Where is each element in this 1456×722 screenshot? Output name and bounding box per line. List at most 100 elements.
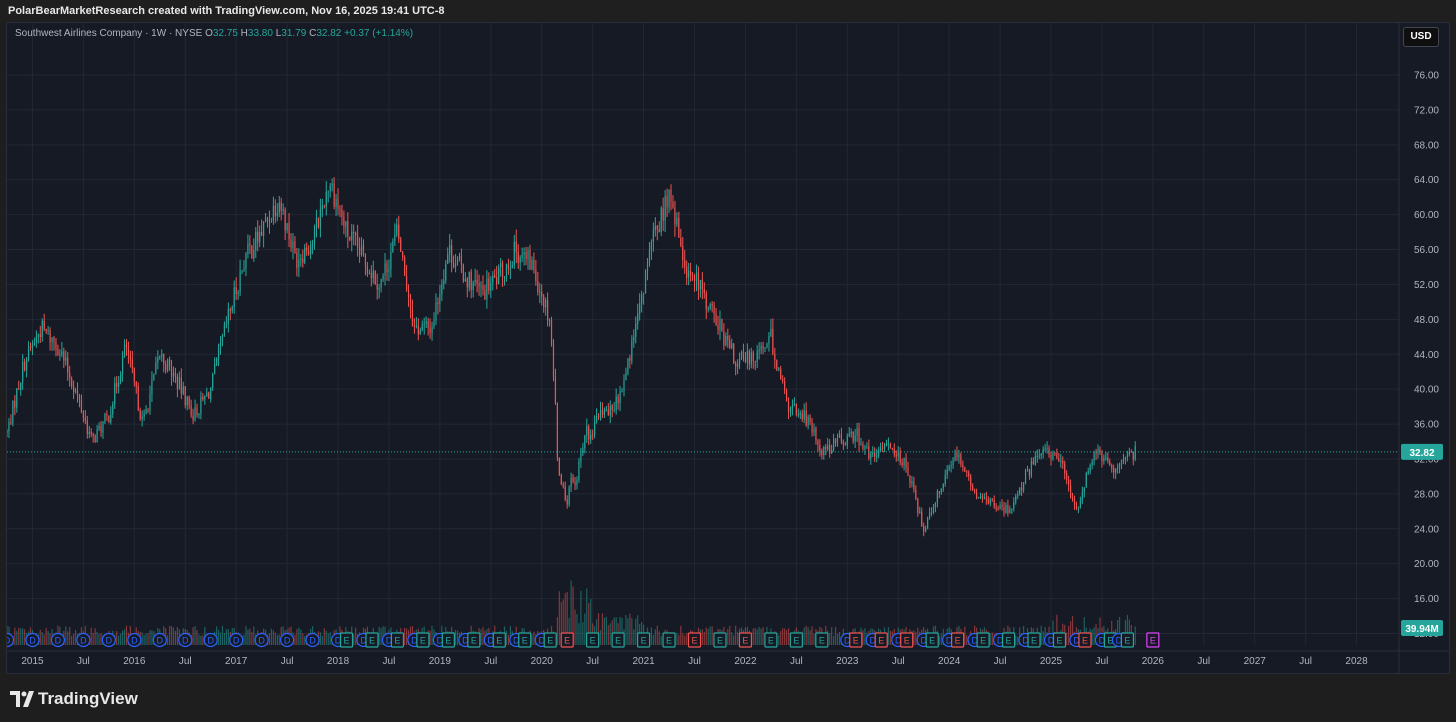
chart-pane[interactable]: DDDDDDDDDDDDDDEDEDEDEDEDEDEDEDEEEEEEEEEE… (6, 22, 1450, 674)
candle-body (90, 431, 92, 434)
candle-body (925, 528, 927, 532)
candle-body (229, 308, 231, 311)
candle-body (186, 396, 188, 406)
candle-body (470, 271, 472, 290)
candle-body (1122, 459, 1125, 461)
candle-body (766, 343, 768, 348)
volume-bar (586, 588, 588, 645)
volume-bar (14, 627, 16, 645)
candle-body (1005, 504, 1007, 513)
candle-body (494, 275, 496, 278)
dividend-marker (254, 632, 269, 648)
volume-bar (1042, 631, 1044, 645)
volume-bar (300, 629, 302, 645)
volume-bar (118, 635, 120, 645)
price-tick-label: 36.00 (1414, 420, 1439, 431)
candle-body (447, 254, 449, 264)
candle-body (719, 318, 721, 330)
candle-body (394, 234, 396, 242)
candle-body (486, 278, 488, 300)
volume-bar (1091, 629, 1093, 645)
candle-body (746, 351, 748, 362)
earnings-marker-label: E (420, 636, 426, 646)
candle-body (697, 272, 700, 290)
dividend-marker (178, 632, 193, 648)
volume-bar (578, 623, 580, 645)
high-label: H (240, 28, 248, 39)
candle-body (1050, 454, 1052, 460)
candle-body (852, 431, 854, 442)
candle-body (80, 400, 83, 413)
candle-body (713, 305, 715, 314)
candle-body (793, 404, 796, 406)
volume-bar (590, 598, 592, 645)
candle-body (893, 448, 895, 455)
volume-bar (174, 630, 177, 645)
candle-body (831, 449, 833, 454)
earnings-marker-label: E (445, 636, 451, 646)
volume-bar (507, 634, 510, 645)
volume-bar (223, 632, 226, 645)
volume-bar (754, 628, 756, 645)
candle-body (452, 263, 455, 267)
volume-bar (831, 627, 833, 645)
volume-bar (1052, 620, 1054, 645)
volume-bar (1066, 632, 1068, 645)
candle-body (1021, 487, 1023, 491)
price-chart[interactable]: DDDDDDDDDDDDDDEDEDEDEDEDEDEDEDEEEEEEEEEE… (7, 23, 1449, 673)
candle-body (991, 499, 993, 501)
candle-body (648, 249, 651, 263)
candle-body (742, 351, 745, 359)
time-tick-label: Jul (790, 656, 803, 667)
volume-bar (782, 628, 784, 645)
candle-body (458, 256, 461, 259)
volume-bar (405, 628, 408, 645)
candle-body (879, 447, 882, 451)
candle-body (611, 405, 613, 410)
time-tick-label: 2020 (531, 656, 554, 667)
candle-body (1036, 456, 1038, 458)
candle-body (20, 382, 22, 390)
time-tick-label: 2026 (1142, 656, 1165, 667)
earnings-marker-label: E (1082, 636, 1088, 646)
currency-button[interactable]: USD (1403, 27, 1439, 47)
earnings-marker-label: E (1150, 636, 1156, 646)
volume-bar (16, 631, 18, 645)
chart-grid (7, 23, 1399, 645)
candle-body (737, 363, 739, 367)
candle-body (368, 273, 370, 275)
candle-body (396, 224, 398, 235)
tradingview-logo[interactable]: TradingView (10, 688, 138, 710)
candle-body (1111, 464, 1113, 469)
candle-body (750, 352, 752, 365)
dividend-marker-label: D (895, 636, 902, 646)
time-tick-label: 2027 (1244, 656, 1267, 667)
candle-body (1054, 452, 1056, 454)
candle-body (233, 287, 235, 307)
candle-body (116, 383, 118, 387)
candle-body (599, 409, 602, 418)
candle-body (270, 220, 273, 222)
candle-body (231, 306, 233, 311)
candle-body (1113, 468, 1115, 473)
price-tick-label: 28.00 (1414, 489, 1439, 500)
candle-body (960, 454, 962, 465)
candle-body (780, 368, 782, 379)
candle-body (327, 191, 329, 193)
candle-body (71, 378, 73, 387)
candle-body (184, 386, 186, 406)
symbol-legend: Southwest Airlines Company · 1W · NYSE O… (15, 28, 413, 39)
axes: 76.00 72.00 68.00 64.00 60.00 56.00 52.00 48.00… (7, 23, 1449, 673)
earnings-marker (1001, 632, 1016, 648)
candle-body (678, 217, 680, 238)
earnings-marker-label: E (793, 636, 799, 646)
earnings-marker (1146, 632, 1160, 648)
candle-body (770, 328, 772, 337)
candle-body (938, 491, 940, 493)
earnings-marker-label: E (819, 636, 825, 646)
candle-body (421, 324, 423, 331)
time-tick-label: Jul (994, 656, 1007, 667)
candle-body (927, 517, 929, 529)
dividend-marker-label: D (233, 636, 240, 646)
candle-body (899, 451, 901, 463)
